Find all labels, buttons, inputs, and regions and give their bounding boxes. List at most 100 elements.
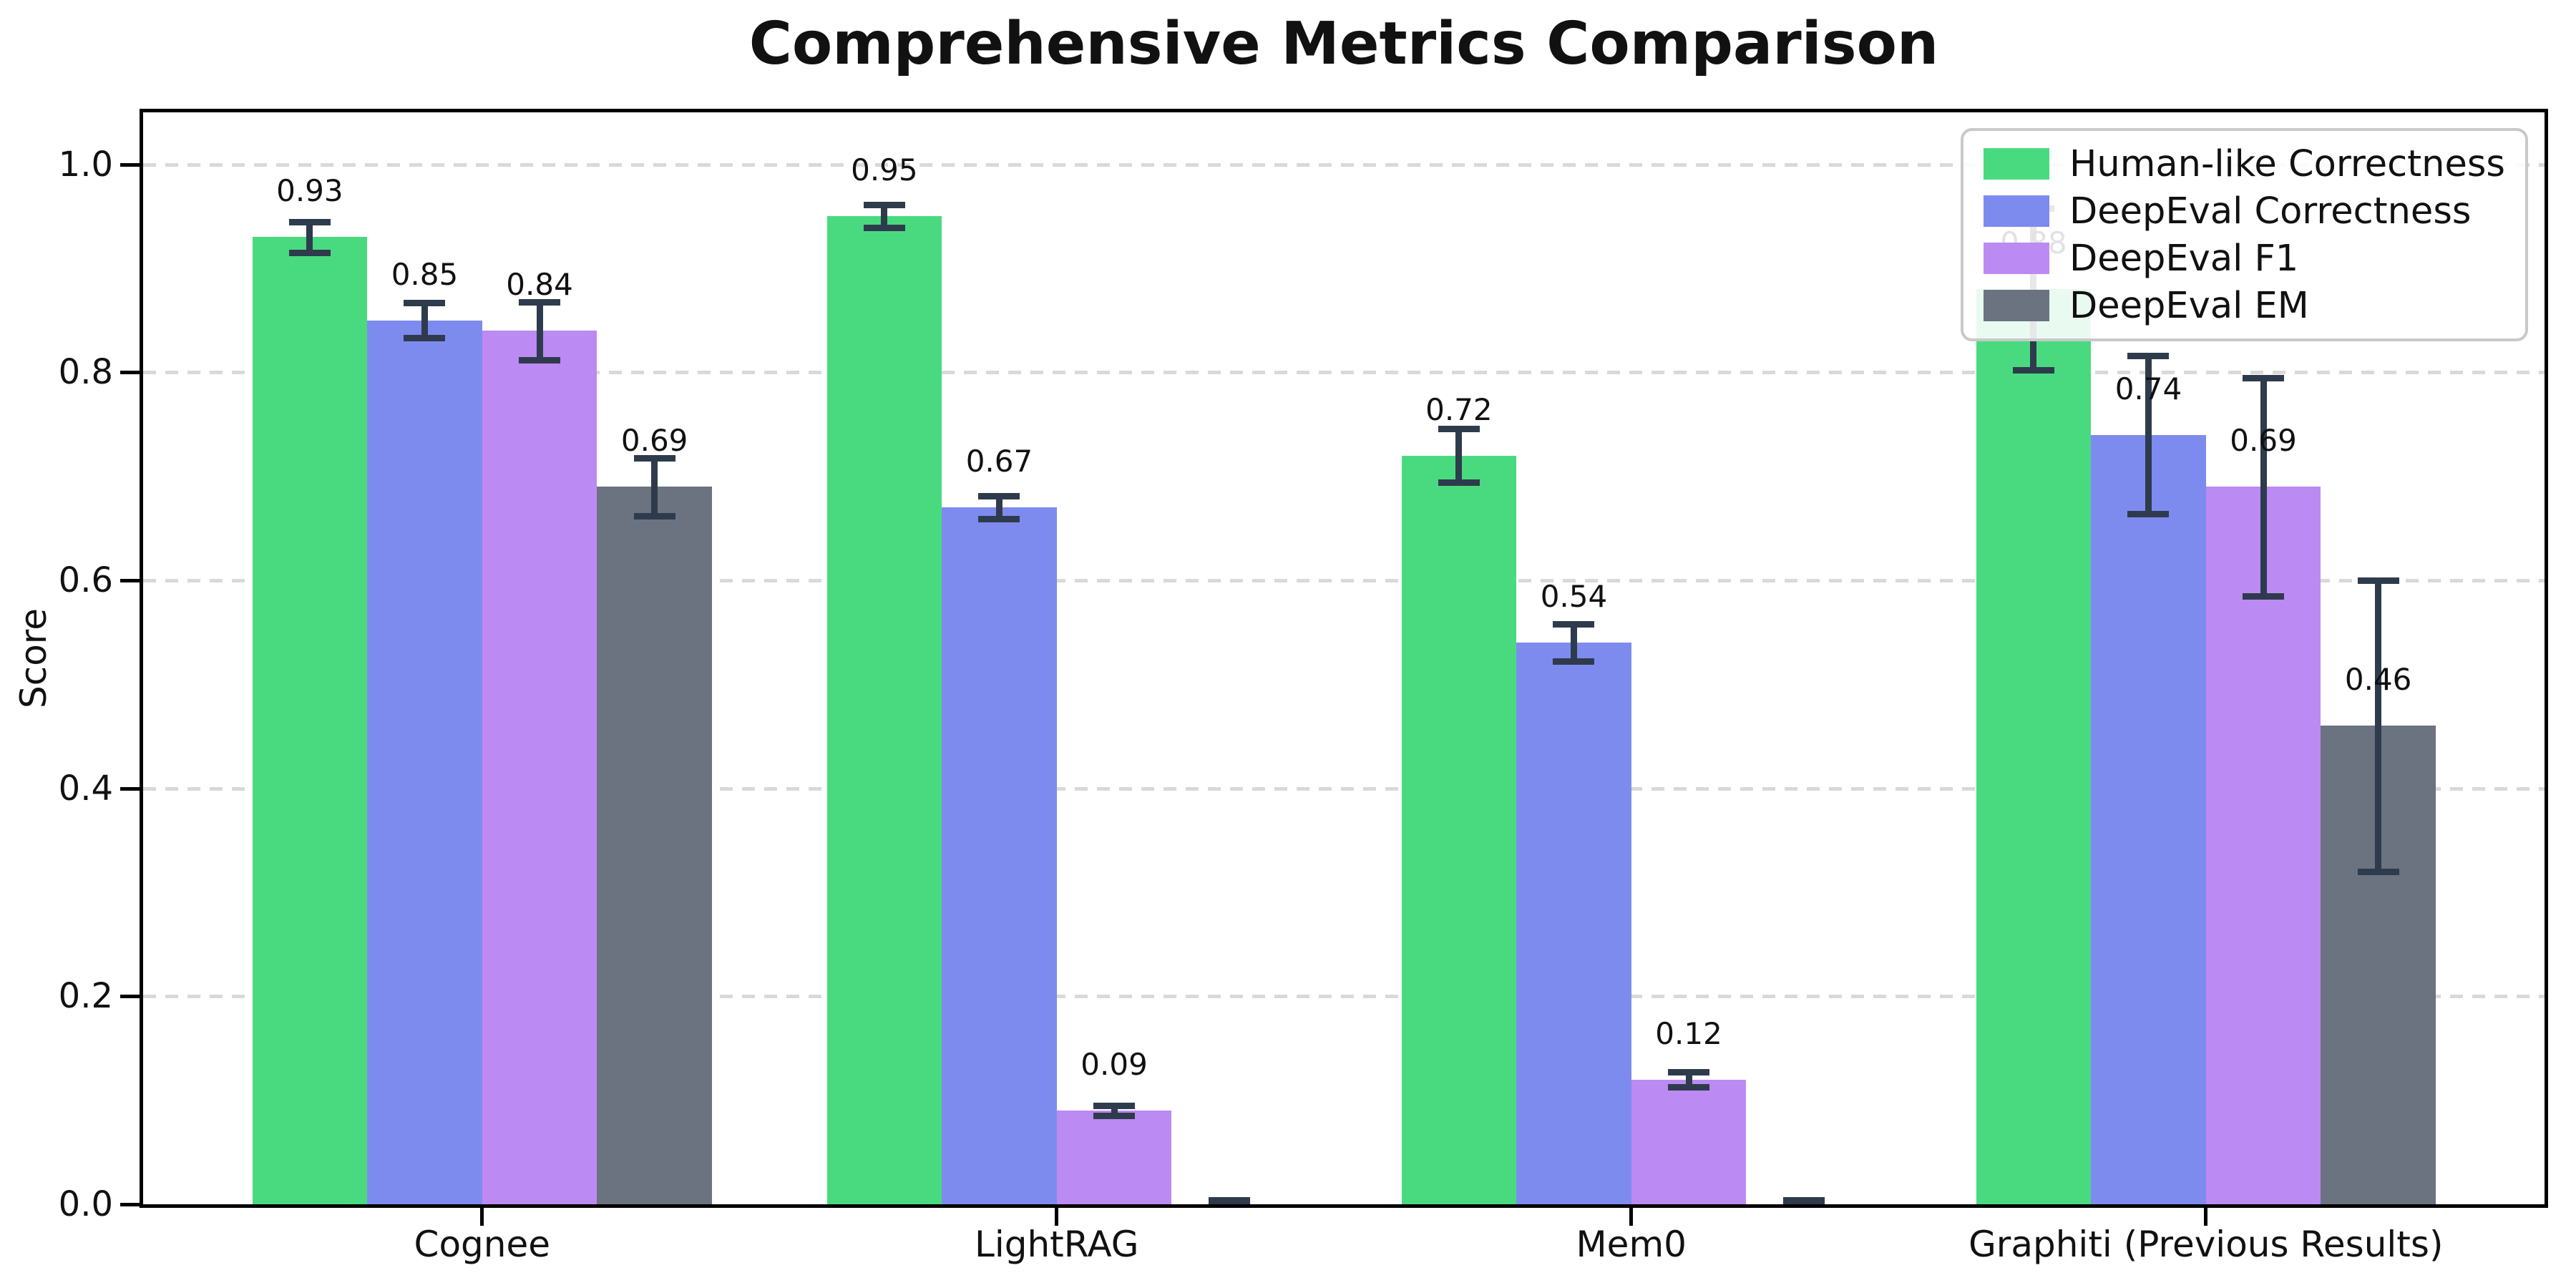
- bar-value-label-human-like-correctness-mem0: 0.72: [1425, 391, 1493, 427]
- bar-deepeval-correctness-mem0: [1516, 643, 1631, 1204]
- error-cap-top-deepeval-em-cognee: [633, 454, 675, 462]
- y-tick-label-0.2: 0.2: [58, 976, 113, 1017]
- error-cap-bottom-deepeval-em-lightrag: [1208, 1198, 1250, 1204]
- bar-value-label-deepeval-em-cognee: 0.69: [620, 423, 688, 459]
- x-tick-mark-graphiti-previous-results: [2204, 1204, 2208, 1226]
- legend-label-human-like-correctness: Human-like Correctness: [2069, 142, 2505, 185]
- gridline-0.2: [143, 995, 2545, 999]
- x-tick-mark-cognee: [480, 1204, 484, 1226]
- error-cap-top-human-like-correctness-mem0: [1438, 425, 1480, 432]
- gridline-0.4: [143, 786, 2545, 791]
- error-cap-top-deepeval-correctness-lightrag: [978, 493, 1020, 500]
- bar-value-label-deepeval-f1-cognee: 0.84: [506, 267, 573, 303]
- bar-value-label-deepeval-correctness-lightrag: 0.67: [965, 444, 1033, 479]
- y-tick-mark-0.4: [120, 786, 143, 791]
- error-bar-deepeval-correctness-mem0: [1570, 624, 1577, 662]
- error-cap-top-deepeval-f1-lightrag: [1093, 1102, 1136, 1109]
- legend-swatch-deepeval-correctness: [1984, 195, 2050, 227]
- legend-entry-deepeval-em: DeepEval EM: [1984, 285, 2505, 327]
- legend-label-deepeval-correctness: DeepEval Correctness: [2069, 190, 2472, 233]
- y-tick-mark-1.0: [120, 162, 143, 167]
- error-cap-bottom-human-like-correctness-cognee: [288, 250, 331, 257]
- bar-deepeval-f1-cognee: [482, 331, 597, 1204]
- error-bar-human-like-correctness-lightrag: [881, 205, 888, 228]
- error-cap-bottom-deepeval-correctness-cognee: [404, 335, 446, 342]
- error-bar-deepeval-correctness-lightrag: [995, 496, 1002, 519]
- x-tick-label-mem0: Mem0: [1576, 1224, 1687, 1265]
- bar-deepeval-correctness-graphiti-previous-results: [2091, 434, 2206, 1204]
- chart-title: Comprehensive Metrics Comparison: [748, 10, 1939, 78]
- error-bar-human-like-correctness-mem0: [1455, 428, 1463, 483]
- error-cap-bottom-deepeval-em-cognee: [633, 512, 675, 519]
- bar-human-like-correctness-graphiti-previous-results: [1976, 289, 2092, 1204]
- bar-deepeval-f1-graphiti-previous-results: [2205, 487, 2321, 1204]
- legend-entry-deepeval-f1: DeepEval F1: [1984, 237, 2505, 280]
- x-tick-label-lightrag: LightRAG: [974, 1224, 1139, 1265]
- x-tick-label-graphiti-previous-results: Graphiti (Previous Results): [1968, 1224, 2444, 1265]
- gridline-0.8: [143, 371, 2545, 375]
- error-bar-deepeval-em-graphiti-previous-results: [2375, 580, 2382, 872]
- error-bar-deepeval-f1-mem0: [1685, 1072, 1692, 1087]
- error-cap-top-human-like-correctness-cognee: [288, 218, 331, 225]
- error-cap-bottom-deepeval-correctness-lightrag: [978, 516, 1020, 523]
- error-cap-bottom-deepeval-correctness-mem0: [1553, 658, 1595, 665]
- bar-value-label-deepeval-f1-mem0: 0.12: [1655, 1015, 1722, 1051]
- error-cap-bottom-deepeval-f1-graphiti-previous-results: [2243, 592, 2285, 600]
- legend-entry-deepeval-correctness: DeepEval Correctness: [1984, 190, 2505, 233]
- legend-swatch-human-like-correctness: [1984, 148, 2050, 180]
- legend-entry-human-like-correctness: Human-like Correctness: [1984, 142, 2505, 185]
- bar-deepeval-correctness-cognee: [367, 320, 482, 1204]
- bar-human-like-correctness-cognee: [252, 237, 368, 1204]
- error-cap-top-deepeval-f1-graphiti-previous-results: [2243, 374, 2285, 381]
- bar-value-label-human-like-correctness-lightrag: 0.95: [851, 152, 918, 188]
- error-cap-top-deepeval-f1-mem0: [1668, 1069, 1710, 1076]
- error-cap-bottom-human-like-correctness-lightrag: [863, 225, 905, 232]
- x-tick-mark-mem0: [1629, 1204, 1634, 1226]
- error-cap-bottom-human-like-correctness-mem0: [1438, 479, 1480, 487]
- chart-legend: Human-like Correctness DeepEval Correctne…: [1961, 128, 2528, 341]
- y-tick-mark-0.0: [120, 1203, 143, 1206]
- bar-value-label-deepeval-f1-graphiti-previous-results: 0.69: [2230, 423, 2297, 459]
- bar-value-label-human-like-correctness-cognee: 0.93: [276, 173, 343, 209]
- error-cap-bottom-deepeval-f1-cognee: [519, 356, 561, 364]
- error-bar-deepeval-f1-cognee: [536, 301, 543, 360]
- error-cap-bottom-deepeval-f1-lightrag: [1093, 1113, 1136, 1120]
- gridline-1.0: [143, 162, 2545, 167]
- bar-human-like-correctness-mem0: [1401, 455, 1517, 1204]
- error-cap-bottom-human-like-correctness-graphiti-previous-results: [2012, 367, 2054, 374]
- error-cap-top-deepeval-correctness-graphiti-previous-results: [2127, 353, 2170, 360]
- bar-deepeval-em-cognee: [597, 487, 712, 1204]
- bar-deepeval-correctness-lightrag: [942, 507, 1057, 1204]
- y-tick-mark-0.8: [120, 371, 143, 375]
- error-cap-top-human-like-correctness-lightrag: [863, 202, 905, 209]
- y-tick-label-1.0: 1.0: [58, 144, 113, 185]
- error-bar-deepeval-correctness-cognee: [421, 302, 428, 338]
- error-bar-deepeval-em-cognee: [651, 457, 658, 516]
- error-bar-deepeval-correctness-graphiti-previous-results: [2145, 356, 2152, 514]
- x-tick-mark-lightrag: [1055, 1204, 1059, 1226]
- legend-label-deepeval-f1: DeepEval F1: [2069, 237, 2299, 280]
- error-cap-bottom-deepeval-em-mem0: [1782, 1198, 1825, 1204]
- x-tick-label-cognee: Cognee: [414, 1224, 550, 1265]
- y-tick-mark-0.2: [120, 995, 143, 999]
- error-cap-top-deepeval-em-graphiti-previous-results: [2357, 577, 2399, 584]
- bar-deepeval-f1-lightrag: [1056, 1111, 1172, 1204]
- error-cap-top-deepeval-correctness-mem0: [1553, 621, 1595, 628]
- gridline-0.6: [143, 579, 2545, 582]
- error-cap-top-deepeval-f1-cognee: [519, 298, 561, 306]
- y-tick-label-0.0: 0.0: [58, 1184, 113, 1224]
- y-tick-label-0.8: 0.8: [58, 352, 113, 393]
- bar-human-like-correctness-lightrag: [826, 216, 942, 1204]
- error-bar-deepeval-f1-lightrag: [1111, 1105, 1118, 1116]
- error-cap-top-deepeval-correctness-cognee: [404, 299, 446, 306]
- bar-value-label-deepeval-correctness-graphiti-previous-results: 0.74: [2114, 371, 2182, 406]
- bar-deepeval-f1-mem0: [1631, 1079, 1747, 1204]
- error-cap-bottom-deepeval-em-graphiti-previous-results: [2357, 868, 2399, 875]
- error-cap-bottom-deepeval-f1-mem0: [1668, 1083, 1710, 1091]
- bar-value-label-deepeval-correctness-mem0: 0.54: [1540, 579, 1608, 615]
- y-tick-label-0.4: 0.4: [58, 768, 113, 809]
- legend-swatch-deepeval-f1: [1984, 243, 2050, 274]
- bar-value-label-deepeval-f1-lightrag: 0.09: [1080, 1047, 1148, 1083]
- error-bar-deepeval-f1-graphiti-previous-results: [2260, 377, 2267, 596]
